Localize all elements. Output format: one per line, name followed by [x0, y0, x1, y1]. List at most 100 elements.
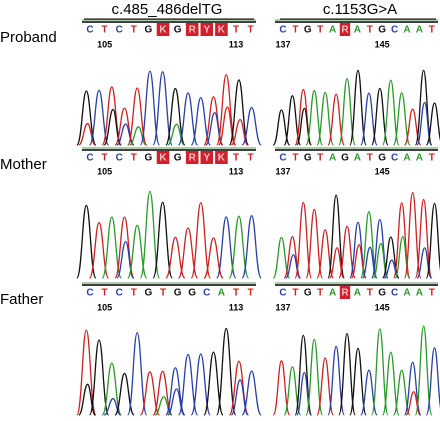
base-letter: T	[102, 153, 108, 164]
trace-peak	[101, 362, 122, 416]
trace-peak	[190, 202, 211, 279]
position-number: 137	[275, 39, 290, 49]
trace-peak	[241, 215, 262, 279]
base-letter: G	[145, 288, 153, 299]
trace-peak	[154, 396, 172, 416]
trace-peak	[272, 360, 291, 416]
trace-peak	[392, 92, 411, 146]
trace-peak	[127, 332, 148, 416]
position-number: 145	[375, 39, 390, 49]
base-letter: C	[203, 288, 210, 299]
base-letter: T	[131, 288, 137, 299]
trace-peak	[414, 325, 433, 416]
highlight-box	[215, 23, 228, 36]
trace-peak	[381, 79, 400, 146]
trace-peak	[403, 191, 422, 279]
base-letter: C	[86, 153, 93, 164]
base-letter: C	[279, 25, 286, 36]
highlight-box	[339, 286, 351, 299]
trace-peak	[228, 79, 250, 146]
trace-peak	[285, 254, 301, 279]
base-letter: T	[317, 25, 323, 36]
position-number: 145	[375, 166, 390, 176]
trace-peak	[88, 339, 110, 416]
highlight-box	[200, 151, 214, 164]
trace-peak	[294, 201, 313, 279]
position-number: 105	[97, 39, 112, 49]
trace-peak	[425, 202, 440, 279]
base-letter: A	[416, 25, 423, 36]
row-label: Proband	[0, 29, 57, 46]
base-letter: T	[429, 153, 435, 164]
trace-peak	[360, 210, 378, 279]
trace-peak	[383, 259, 399, 279]
chromatogram	[272, 69, 440, 146]
highlight-box	[156, 23, 170, 36]
chromatogram	[76, 190, 262, 279]
base-letter: G	[174, 25, 182, 36]
trace-peak	[152, 201, 173, 279]
highlight-box	[185, 23, 199, 36]
base-letter: C	[391, 25, 398, 36]
base-letter: G	[304, 288, 312, 299]
base-letter: C	[86, 288, 93, 299]
trace-peak	[152, 71, 173, 146]
base-letter: T	[248, 288, 254, 299]
trace-peak	[177, 92, 199, 146]
trace-peak	[327, 93, 345, 146]
base-letter: C	[116, 153, 123, 164]
position-number: 113	[229, 302, 244, 312]
chromatogram	[76, 327, 262, 416]
base-letter: G	[304, 25, 312, 36]
base-letter: T	[317, 288, 323, 299]
trace-peak	[327, 194, 345, 279]
trace-peak	[76, 329, 97, 416]
base-letter: C	[116, 25, 123, 36]
base-letter: G	[145, 25, 153, 36]
trace-peak	[305, 338, 324, 416]
base-letter: T	[102, 25, 108, 36]
base-letter: K	[218, 153, 226, 164]
base-letter: G	[174, 153, 182, 164]
trace-peak	[116, 123, 134, 146]
base-letter: C	[391, 288, 398, 299]
trace-peak	[167, 123, 185, 146]
base-letter: T	[367, 288, 373, 299]
trace-peak	[76, 204, 97, 279]
trace-peak	[416, 247, 432, 279]
base-letter: A	[354, 288, 361, 299]
base-letter: A	[403, 153, 410, 164]
trace-peak	[127, 87, 148, 146]
trace-peak	[78, 383, 96, 416]
trace-peak	[101, 216, 122, 279]
base-letter: T	[233, 153, 239, 164]
position-number: 113	[229, 39, 244, 49]
base-letter: A	[329, 25, 336, 36]
base-letter: R	[341, 25, 349, 36]
position-number: 105	[97, 302, 112, 312]
base-letter: G	[174, 288, 182, 299]
base-letter: T	[367, 153, 373, 164]
chromatogram	[272, 325, 440, 416]
base-letter: A	[403, 288, 410, 299]
base-letter: K	[159, 25, 167, 36]
base-letter: T	[233, 288, 239, 299]
trace-peak	[305, 208, 324, 279]
base-letter: A	[416, 153, 423, 164]
base-letter: T	[317, 153, 323, 164]
base-letter: G	[145, 153, 153, 164]
base-letter: Y	[203, 25, 210, 36]
trace-peak	[405, 391, 421, 416]
base-letter: R	[189, 25, 197, 36]
trace-peak	[167, 388, 185, 416]
base-letter: A	[416, 288, 423, 299]
base-letter: G	[378, 25, 386, 36]
base-letter: T	[292, 288, 298, 299]
trace-peak	[177, 227, 199, 279]
base-letter: A	[329, 288, 336, 299]
position-number: 105	[97, 166, 112, 176]
trace-peak	[371, 328, 389, 416]
base-letter: T	[248, 25, 254, 36]
position-number: 113	[229, 166, 244, 176]
trace-peak	[241, 106, 262, 146]
